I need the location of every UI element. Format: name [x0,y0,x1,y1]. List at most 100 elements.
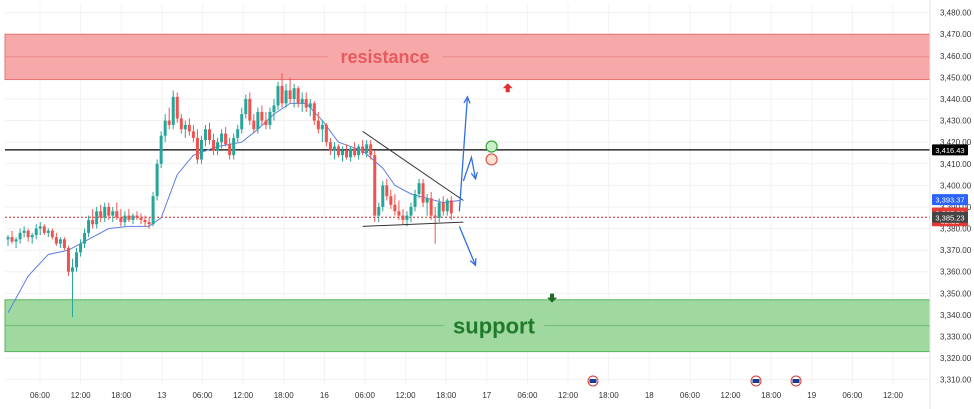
time-tick-label: 13 [157,391,166,400]
candle-body [111,211,115,216]
candle-body [324,124,328,143]
price-tick-label: 3,330.00 [940,333,972,342]
candle-body [252,120,256,130]
time-tick-label: 12:00 [396,391,417,400]
price-label: 3,393.37 [935,196,964,205]
price-label: 3,416.43 [935,146,964,155]
time-axis[interactable]: 06:00 12:00 18:00 13 06:00 12:00 18:00 16 06:00 1… [30,375,904,400]
candle-body [316,120,320,130]
base-trendline [362,221,464,227]
candle-body [441,202,445,212]
candle-body [228,144,232,156]
candle-body [284,90,288,104]
zones [4,33,931,353]
candle-body [280,86,284,104]
candle-body [99,211,103,218]
candle-body [369,144,373,156]
candle-body [377,206,381,216]
candle-body [175,96,179,119]
trendlines [362,130,464,227]
candle-body [433,215,437,218]
candle-body [135,215,139,218]
candles [6,73,453,318]
candle-body [413,194,417,207]
candle-body [268,111,272,125]
red-circle [485,153,498,166]
time-tick-label: 17 [482,391,491,400]
price-tick-label: 3,440.00 [940,95,972,104]
green-circle [485,140,498,153]
candle-body [195,137,199,160]
candle-body [429,198,433,216]
candle-body [425,198,429,203]
candle-body [54,237,58,244]
candle-body [256,111,260,130]
candle-body [304,99,308,108]
price-axis[interactable]: 3,310.00 3,320.00 3,330.00 3,340.00 3,350.00… [929,0,972,409]
red-up-arrow [502,83,513,93]
price-tick-label: 3,470.00 [940,30,972,39]
candle-body [236,129,240,138]
candle-body [320,124,324,130]
secondary-bullish-projection-arrowhead [470,171,478,181]
candle-body [83,232,87,244]
price-tick-label: 3,360.00 [940,268,972,277]
candle-body [381,185,385,207]
candle-body [276,86,280,106]
candle-body [131,215,135,220]
time-tick-label: 18:00 [599,391,620,400]
candle-body [191,131,195,138]
candle-body [445,200,449,212]
candle-body [79,243,83,253]
time-tick-label: 06:00 [192,391,213,400]
candle-body [50,230,54,238]
candle-body [357,146,361,156]
price-tick-label: 3,370.00 [940,246,972,255]
price-tick-label: 3,420.00 [940,138,972,147]
candle-body [199,140,203,160]
candle-body [365,144,369,153]
candle-body [143,219,147,223]
candle-body [87,219,91,233]
candle-body [18,232,22,240]
candle-body [220,133,224,143]
time-tick-label: 06:00 [680,391,701,400]
candle-body [308,103,312,108]
price-tick-label: 3,400.00 [940,181,972,190]
candle-body [212,140,216,151]
candle-body [272,105,276,112]
candle-body [34,228,38,236]
resistance-label-bg [327,46,443,67]
candle-body [373,155,377,216]
candle-body [421,183,425,203]
candle-body [208,129,211,141]
candle-body [6,237,10,240]
candle-body [260,111,264,121]
candle-body [26,230,30,238]
candle-body [216,142,220,151]
candle-body [437,202,441,218]
candle-body [62,239,66,248]
candle-body [203,129,207,141]
candle-body [107,206,111,216]
time-tick-label: 06:00 [842,391,863,400]
candle-body [232,137,236,156]
candle-body [389,196,393,205]
secondary-bullish-projection [462,154,477,182]
time-tick-label: 06:00 [517,391,538,400]
candle-body [292,88,296,99]
price-label-bg [932,211,968,223]
candle-body [147,222,151,225]
candle-body [127,215,131,220]
support-label-bg [443,313,545,338]
candle-body [42,226,46,233]
time-tick-label: 12:00 [721,391,742,400]
markers [485,83,558,303]
moving-average [7,102,460,313]
candle-body [183,124,187,130]
candle-body [119,217,123,223]
price-tick-label: 3,340.00 [940,311,972,320]
candle-body [353,148,357,156]
candle-body [151,196,155,225]
